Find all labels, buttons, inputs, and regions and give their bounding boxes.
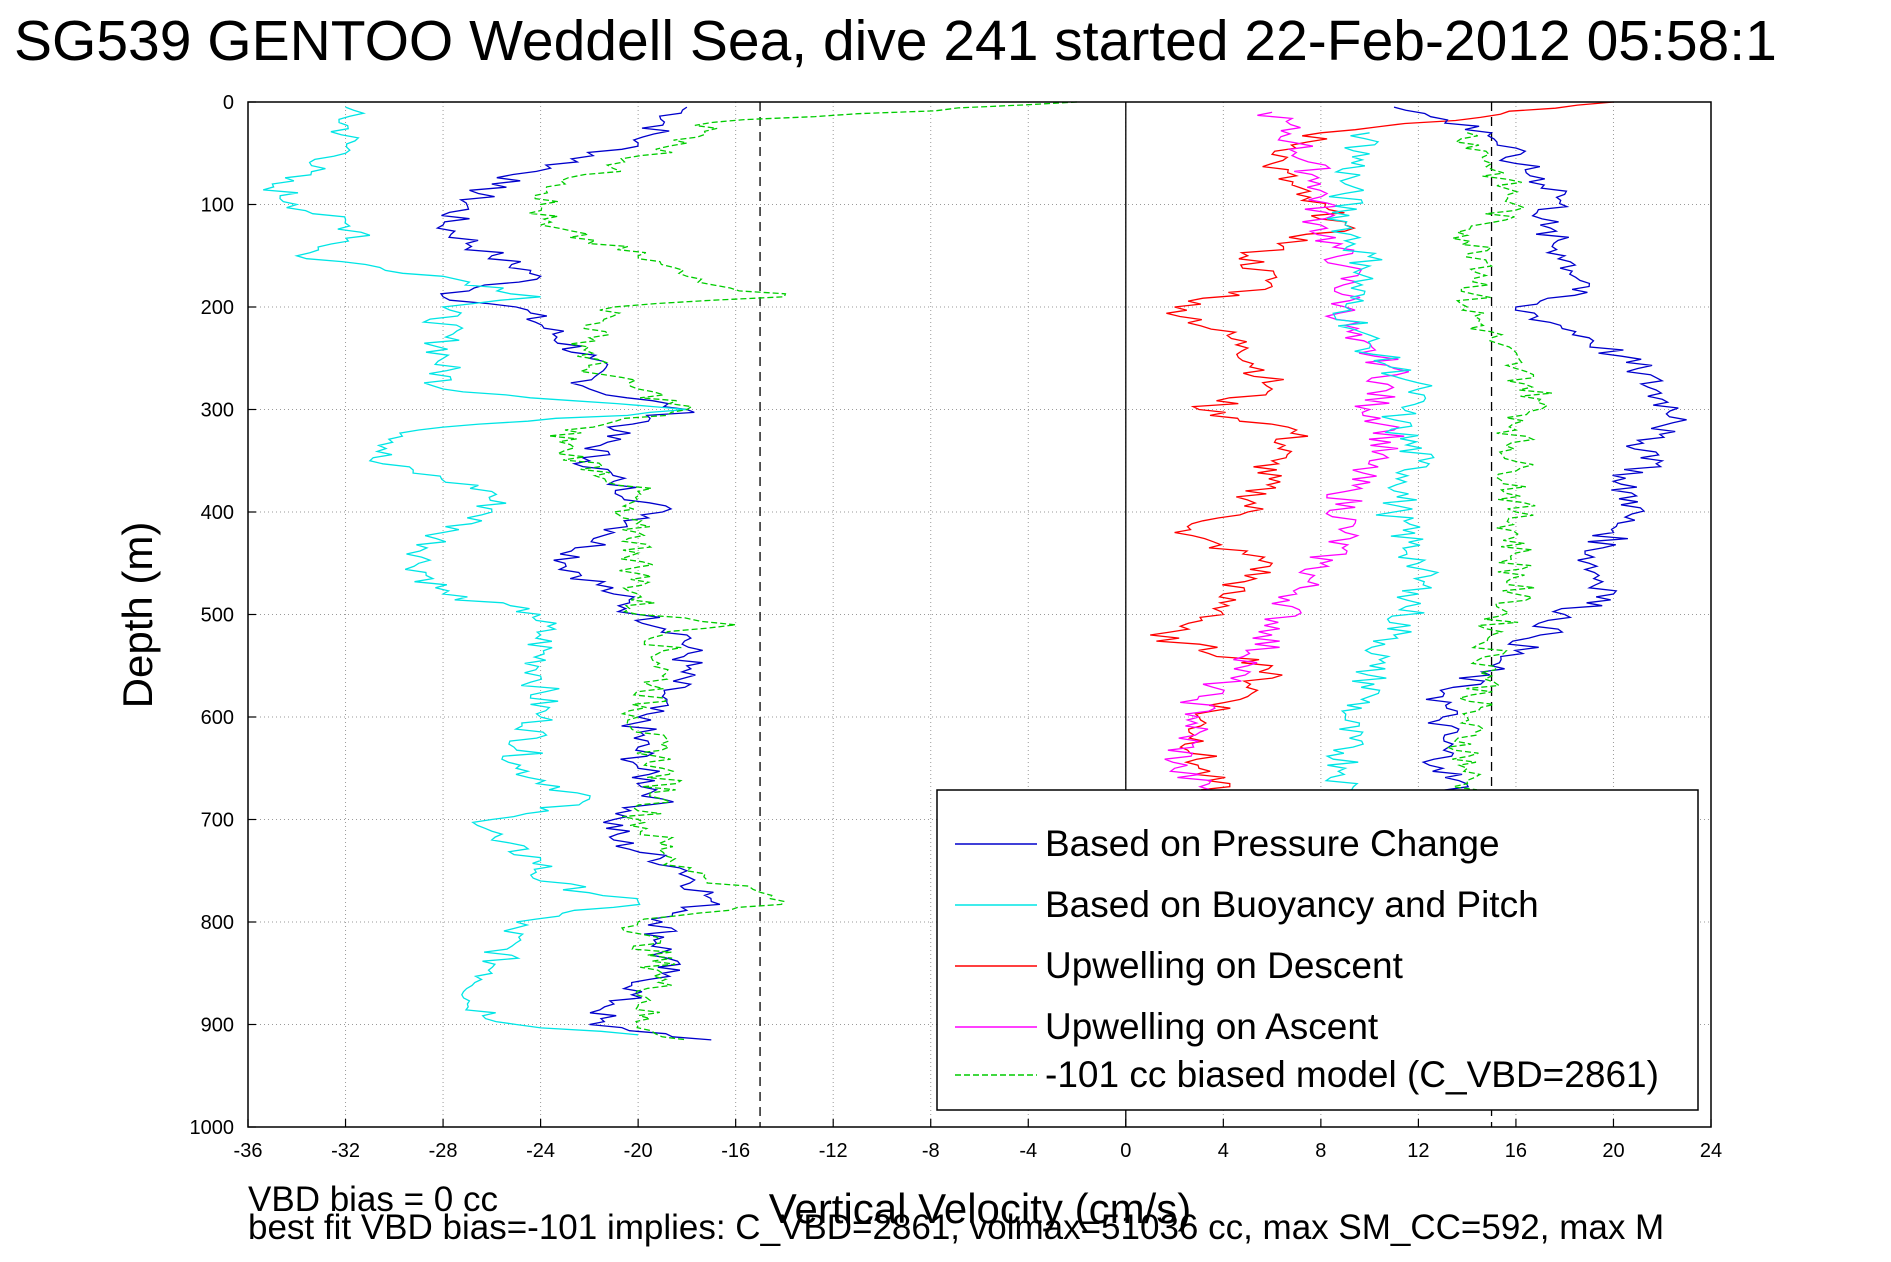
y-tick-label: 300 <box>201 400 234 422</box>
best-fit-note: best fit VBD bias=-101 implies: C_VBD=28… <box>248 1208 1665 1247</box>
series-line <box>1164 111 1409 800</box>
series-line-ascent <box>1445 132 1552 800</box>
y-tick-label: 400 <box>201 502 234 524</box>
y-tick-label: 700 <box>201 810 234 832</box>
y-tick-label: 100 <box>201 195 234 217</box>
series-line-ascent <box>1393 106 1687 800</box>
x-tick-label: 12 <box>1407 1140 1429 1162</box>
x-tick-label: 8 <box>1315 1140 1326 1162</box>
chart-title: SG539 GENTOO Weddell Sea, dive 241 start… <box>14 9 1777 73</box>
y-tick-label: 900 <box>201 1015 234 1037</box>
x-tick-label: -8 <box>922 1140 940 1162</box>
y-tick-label: 600 <box>201 707 234 729</box>
y-axis-label: Depth (m) <box>114 522 161 709</box>
y-tick-label: 0 <box>223 92 234 114</box>
x-tick-label: -12 <box>819 1140 848 1162</box>
legend-label: Upwelling on Ascent <box>1045 1006 1379 1047</box>
y-tick-label: 1000 <box>190 1117 235 1139</box>
y-tick-label: 800 <box>201 912 234 934</box>
x-tick-label: 4 <box>1218 1140 1229 1162</box>
series-line <box>435 106 721 1041</box>
x-axis-label: Vertical Velocity (cm/s) <box>769 1185 1191 1232</box>
legend-label: -101 cc biased model (C_VBD=2861) <box>1045 1054 1659 1095</box>
legend-box <box>936 789 1699 1111</box>
axis-ticks: -36 -32 -28 -24 -20 -16 -12 -8 -4 0 4 8 12 16 20 24 0 100… <box>190 92 1723 1162</box>
series-line <box>528 101 1078 1041</box>
x-tick-label: 24 <box>1700 1140 1722 1162</box>
vbd-bias-note: VBD bias = 0 cc <box>248 1180 498 1219</box>
series-line-ascent <box>1324 132 1440 800</box>
x-tick-label: 16 <box>1505 1140 1527 1162</box>
x-tick-label: -16 <box>721 1140 750 1162</box>
y-tick-label: 200 <box>201 297 234 319</box>
x-tick-label: -36 <box>234 1140 263 1162</box>
x-tick-label: -32 <box>331 1140 360 1162</box>
x-tick-label: -20 <box>624 1140 653 1162</box>
legend-label: Upwelling on Descent <box>1045 945 1404 986</box>
x-tick-label: 20 <box>1602 1140 1624 1162</box>
x-tick-label: -4 <box>1019 1140 1037 1162</box>
series-lines <box>263 101 1687 1041</box>
x-tick-label: 0 <box>1120 1140 1131 1162</box>
x-tick-label: -24 <box>526 1140 555 1162</box>
legend-label: Based on Buoyancy and Pitch <box>1045 884 1539 925</box>
y-tick-label: 500 <box>201 605 234 627</box>
legend-label: Based on Pressure Change <box>1045 823 1500 864</box>
series-line <box>263 106 687 1036</box>
legend: Based on Pressure Change Based on Buoyanc… <box>936 789 1699 1111</box>
x-tick-label: -28 <box>429 1140 458 1162</box>
